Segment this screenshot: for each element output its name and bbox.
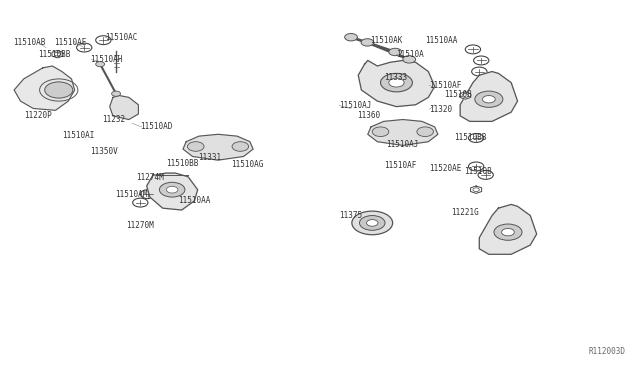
Polygon shape bbox=[183, 134, 253, 160]
Circle shape bbox=[468, 134, 484, 142]
Circle shape bbox=[232, 142, 248, 151]
Circle shape bbox=[77, 43, 92, 52]
Text: 11510AB: 11510AB bbox=[13, 38, 45, 47]
Text: 11510AE: 11510AE bbox=[54, 38, 86, 47]
Text: 11331: 11331 bbox=[198, 153, 221, 162]
Circle shape bbox=[389, 48, 401, 56]
Text: 11375: 11375 bbox=[339, 211, 362, 220]
Text: 11510AJ: 11510AJ bbox=[339, 101, 371, 110]
Text: 11220P: 11220P bbox=[24, 111, 51, 121]
Polygon shape bbox=[368, 119, 438, 145]
Polygon shape bbox=[479, 205, 537, 254]
Circle shape bbox=[361, 39, 374, 46]
Text: 11510BB: 11510BB bbox=[166, 158, 198, 168]
Text: 11510AA: 11510AA bbox=[179, 196, 211, 205]
Text: 11510AK: 11510AK bbox=[370, 36, 402, 45]
Circle shape bbox=[475, 91, 503, 108]
Text: 11360: 11360 bbox=[357, 111, 380, 121]
Circle shape bbox=[45, 82, 73, 98]
Circle shape bbox=[132, 198, 148, 207]
Circle shape bbox=[472, 67, 487, 76]
Text: 11510AC: 11510AC bbox=[105, 33, 138, 42]
Text: 11510B: 11510B bbox=[444, 90, 472, 99]
Text: 11520AE: 11520AE bbox=[429, 164, 462, 173]
Text: 11510BB: 11510BB bbox=[454, 133, 486, 142]
Circle shape bbox=[494, 224, 522, 240]
Circle shape bbox=[468, 162, 484, 171]
Polygon shape bbox=[460, 92, 471, 99]
Polygon shape bbox=[358, 61, 435, 107]
Polygon shape bbox=[52, 51, 63, 58]
Polygon shape bbox=[14, 66, 75, 110]
Circle shape bbox=[140, 190, 156, 199]
Text: 11510AD: 11510AD bbox=[140, 122, 173, 131]
Text: 11510AA: 11510AA bbox=[425, 36, 458, 45]
Circle shape bbox=[417, 127, 433, 137]
Text: 11510AF: 11510AF bbox=[384, 161, 416, 170]
Circle shape bbox=[352, 211, 393, 235]
Polygon shape bbox=[460, 71, 518, 121]
Circle shape bbox=[96, 36, 111, 45]
Text: 11510A: 11510A bbox=[396, 50, 424, 59]
Text: 11510AI: 11510AI bbox=[63, 131, 95, 140]
Circle shape bbox=[372, 127, 389, 137]
Circle shape bbox=[96, 62, 104, 67]
Text: 11510AM: 11510AM bbox=[115, 190, 147, 199]
Circle shape bbox=[474, 56, 489, 65]
Polygon shape bbox=[109, 96, 138, 119]
Circle shape bbox=[389, 78, 404, 87]
Text: 11510B: 11510B bbox=[464, 167, 492, 176]
Text: 11232: 11232 bbox=[102, 115, 125, 124]
Text: 11510AF: 11510AF bbox=[429, 81, 462, 90]
Circle shape bbox=[403, 56, 415, 63]
Text: 11510AG: 11510AG bbox=[231, 160, 263, 169]
Text: 11221G: 11221G bbox=[451, 208, 479, 217]
Polygon shape bbox=[147, 173, 198, 210]
Text: 11510AJ: 11510AJ bbox=[387, 140, 419, 149]
Circle shape bbox=[188, 142, 204, 151]
Circle shape bbox=[502, 228, 515, 236]
Circle shape bbox=[159, 182, 185, 197]
Circle shape bbox=[166, 186, 178, 193]
Text: 11350V: 11350V bbox=[91, 147, 118, 156]
Circle shape bbox=[381, 73, 412, 92]
Text: 11333: 11333 bbox=[384, 73, 407, 82]
Circle shape bbox=[360, 215, 385, 230]
Circle shape bbox=[345, 33, 357, 41]
Circle shape bbox=[465, 45, 481, 54]
Text: 11510AH: 11510AH bbox=[91, 55, 123, 64]
Circle shape bbox=[483, 96, 495, 103]
Polygon shape bbox=[470, 186, 482, 193]
Circle shape bbox=[111, 91, 120, 96]
Text: R112003D: R112003D bbox=[589, 347, 626, 356]
Text: 11274M: 11274M bbox=[136, 173, 164, 182]
Text: 11320: 11320 bbox=[429, 105, 452, 114]
Circle shape bbox=[478, 170, 493, 179]
Text: 11270M: 11270M bbox=[126, 221, 154, 230]
Circle shape bbox=[367, 219, 378, 226]
Text: 11510BB: 11510BB bbox=[38, 50, 71, 59]
